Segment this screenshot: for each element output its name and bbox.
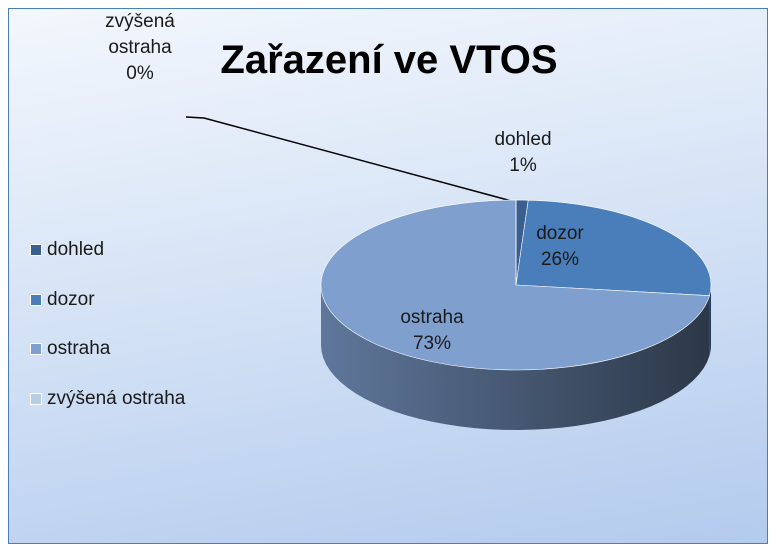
chart-title: Zařazení ve VTOS: [220, 38, 558, 82]
data-label: dohled 1%: [478, 127, 568, 179]
legend-label: ostraha: [47, 338, 111, 359]
data-label-name: ostraha: [400, 307, 464, 328]
data-label-value: 1%: [509, 155, 537, 176]
data-label: ostraha 73%: [382, 305, 482, 357]
data-label-name: zvýšená ostraha: [105, 11, 175, 58]
legend-item: dozor: [30, 289, 95, 311]
legend-item: zvýšená ostraha: [30, 388, 185, 410]
legend-item: ostraha: [30, 338, 110, 360]
data-label-value: 73%: [412, 333, 452, 354]
pie-side: [321, 285, 710, 430]
data-label-value: 26%: [540, 249, 580, 270]
legend-swatch: [30, 244, 42, 256]
data-label-name: dohled: [494, 129, 552, 150]
legend-item: dohled: [30, 239, 104, 261]
legend-swatch: [30, 392, 42, 405]
leader-line: [185, 116, 520, 204]
legend-label: dozor: [47, 288, 95, 310]
pie-slice: [515, 199, 712, 296]
legend-label: zvýšená ostraha: [47, 387, 186, 409]
data-label: zvýšená ostraha 0%: [85, 9, 195, 87]
legend-swatch: [30, 293, 42, 306]
data-label: dozor 26%: [515, 221, 605, 273]
legend-swatch: [30, 343, 42, 355]
pie-slice: [320, 199, 710, 371]
pie-side: [709, 285, 711, 356]
legend-label: dohled: [47, 239, 105, 260]
data-label-value: 0%: [126, 63, 154, 84]
data-label-name: dozor: [536, 223, 584, 244]
